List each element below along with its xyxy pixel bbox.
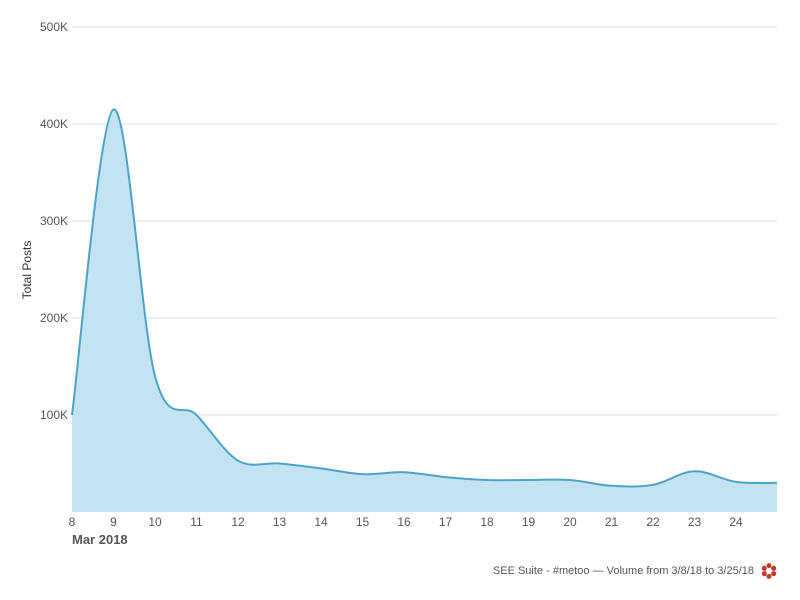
footer: SEE Suite - #metoo — Volume from 3/8/18 … [493, 563, 778, 579]
x-tick-label: 19 [522, 515, 536, 529]
x-tick-label: 14 [314, 515, 328, 529]
y-tick-label: 200K [40, 311, 68, 325]
x-tick-label: 10 [148, 515, 162, 529]
x-tick-label: 22 [646, 515, 660, 529]
x-tick-label: 9 [110, 515, 117, 529]
x-tick-label: 18 [480, 515, 494, 529]
y-tick-label: 100K [40, 408, 68, 422]
x-tick-label: 8 [69, 515, 76, 529]
series-line [71, 108, 778, 488]
x-tick-label: 13 [273, 515, 287, 529]
x-tick-label: 17 [439, 515, 453, 529]
y-tick-label: 400K [40, 117, 68, 131]
x-tick-label: 12 [231, 515, 245, 529]
series-area-fill [72, 109, 777, 512]
flower-logo-icon [761, 563, 777, 579]
x-axis-ticks: 8 9 10 11 12 13 14 15 16 17 18 19 20 21 22 23 24 [69, 515, 743, 529]
x-tick-label: 23 [688, 515, 702, 529]
y-tick-label: 300K [40, 214, 68, 228]
x-tick-label: 20 [563, 515, 577, 529]
y-tick-label: 500K [40, 20, 68, 34]
footer-text: SEE Suite - #metoo — Volume from 3/8/18 … [492, 565, 754, 577]
x-tick-label: 24 [729, 515, 743, 529]
gridlines [72, 26, 777, 416]
y-axis-ticks: 100K 200K 300K 400K 500K [40, 20, 68, 422]
x-tick-label: 15 [356, 515, 370, 529]
x-axis-month-label: Mar 2018 [72, 532, 128, 547]
y-axis-title: Total Posts [20, 241, 34, 300]
x-tick-label: 21 [605, 515, 619, 529]
x-tick-label: 11 [190, 515, 203, 529]
x-tick-label: 16 [397, 515, 411, 529]
